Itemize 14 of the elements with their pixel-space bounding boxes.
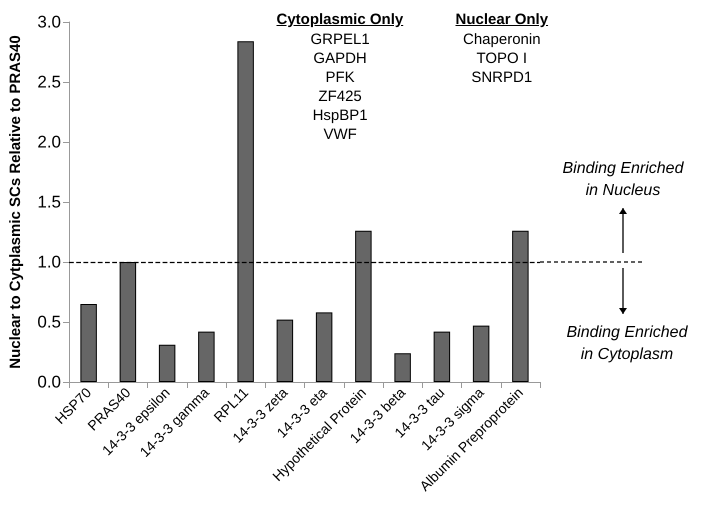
y-tick-label: 2.0	[37, 132, 61, 152]
y-tick-label: 2.5	[37, 72, 61, 92]
y-axis-title: Nuclear to Cytplasmic SCs Relative to PRAS40	[7, 35, 24, 369]
y-tick-label: 1.5	[37, 192, 61, 212]
annotation: GRPEL1 GAPDH PFK ZF425 HspBP1 VWF	[310, 30, 370, 144]
text: Binding Enriched in Cytoplasm	[566, 323, 688, 365]
y-tick-label: 0.5	[37, 312, 61, 332]
y-tick-label: 0.0	[37, 372, 61, 392]
y-tick-label: 1.0	[37, 252, 61, 272]
annotation: Nuclear Only	[456, 10, 548, 29]
annotation: Chaperonin TOPO I SNRPD1	[463, 30, 541, 87]
text: Binding Enriched in Nucleus	[562, 159, 684, 201]
y-tick-label: 3.0	[37, 12, 61, 32]
annotation: Cytoplasmic Only	[276, 10, 404, 29]
